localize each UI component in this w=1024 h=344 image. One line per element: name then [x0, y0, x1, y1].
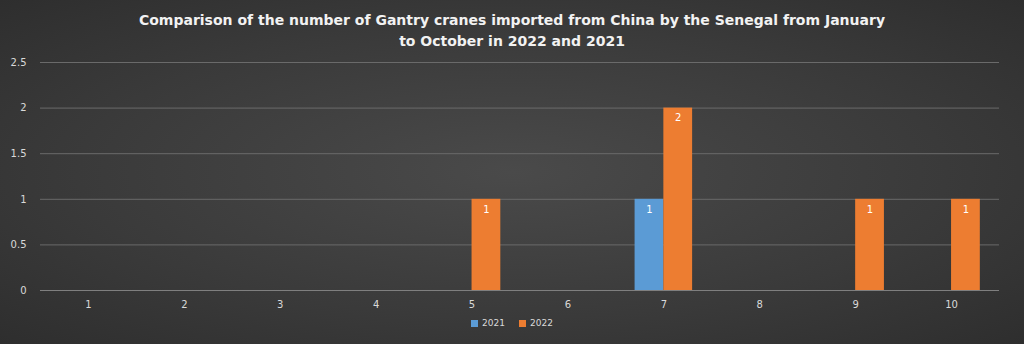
svg-text:0: 0	[20, 285, 26, 296]
svg-text:5: 5	[469, 299, 475, 310]
svg-text:6: 6	[565, 299, 571, 310]
svg-text:9: 9	[852, 299, 858, 310]
svg-text:2: 2	[181, 299, 187, 310]
html-text:2021: 2021	[482, 318, 505, 328]
svg-text:0.5: 0.5	[11, 239, 27, 250]
svg-text:7: 7	[661, 299, 667, 310]
html-text:Comparison of the number of Ga: Comparison of the number of Gantry crane…	[139, 12, 885, 49]
svg-text:1: 1	[867, 204, 873, 215]
svg-text:1: 1	[85, 299, 91, 310]
svg-text:1: 1	[20, 194, 26, 205]
svg-text:10: 10	[945, 299, 958, 310]
svg-text:3: 3	[277, 299, 283, 310]
svg-text:2: 2	[20, 102, 26, 113]
svg-text:1: 1	[963, 204, 969, 215]
svg-text:2: 2	[675, 112, 681, 123]
svg-text:1: 1	[483, 204, 489, 215]
svg-text:4: 4	[373, 299, 379, 310]
html-text:2022: 2022	[530, 318, 553, 328]
svg-text:1.5: 1.5	[11, 148, 27, 159]
svg-text:2.5: 2.5	[11, 57, 27, 68]
svg-text:8: 8	[757, 299, 763, 310]
svg-text:1: 1	[646, 204, 652, 215]
